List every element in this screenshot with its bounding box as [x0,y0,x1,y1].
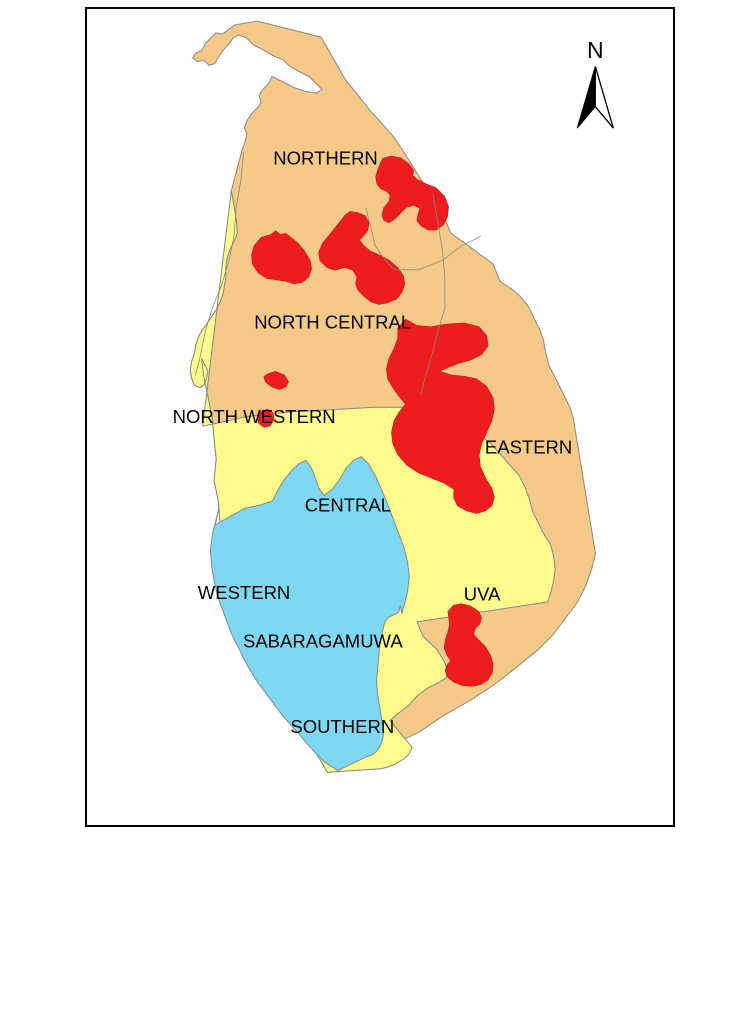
svg-text:SOUTHERN: SOUTHERN [290,716,394,737]
svg-text:UVA: UVA [464,584,501,605]
svg-text:CENTRAL: CENTRAL [305,494,391,515]
svg-text:N: N [587,37,604,63]
svg-text:EASTERN: EASTERN [485,436,572,457]
svg-text:NORTHERN: NORTHERN [273,148,378,169]
svg-text:NORTH CENTRAL: NORTH CENTRAL [254,312,411,333]
svg-text:NORTH WESTERN: NORTH WESTERN [173,406,336,427]
svg-text:SABARAGAMUWA: SABARAGAMUWA [243,630,403,651]
svg-text:WESTERN: WESTERN [198,582,290,603]
